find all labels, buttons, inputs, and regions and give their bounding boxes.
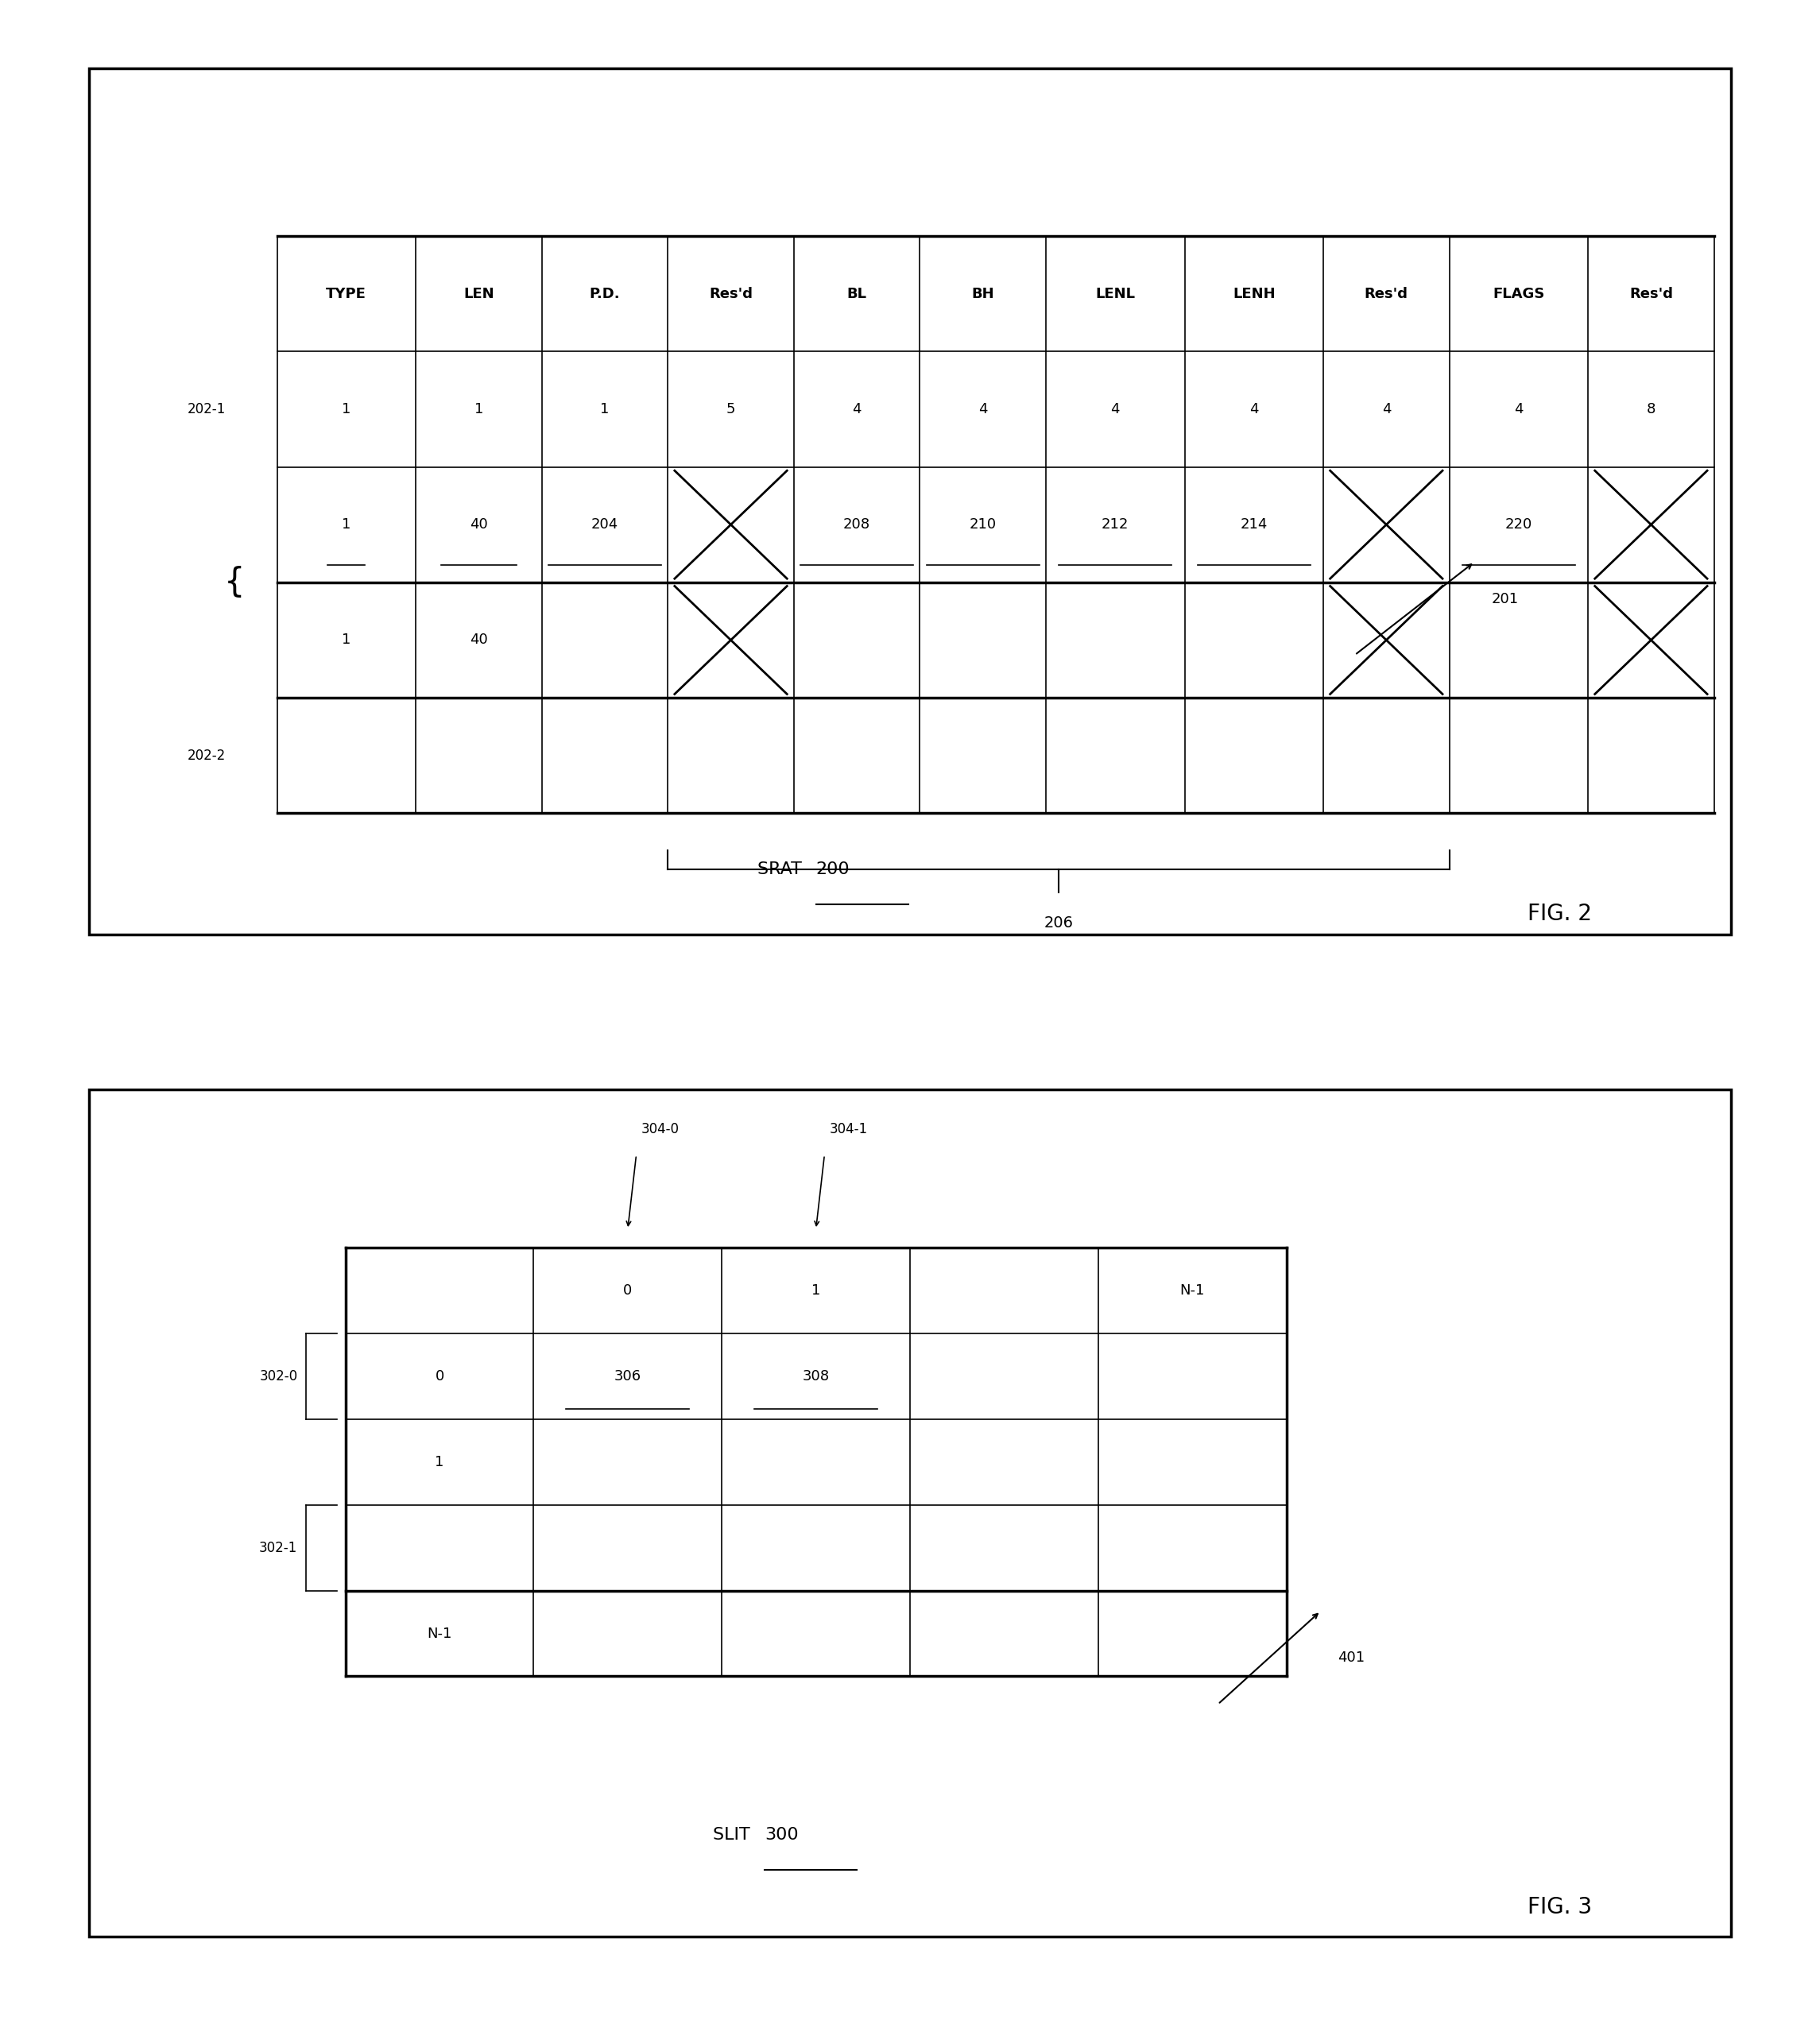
Text: 304-0: 304-0 bbox=[641, 1121, 679, 1135]
Text: 308: 308 bbox=[803, 1370, 830, 1384]
Text: {: { bbox=[224, 565, 244, 599]
Text: 208: 208 bbox=[843, 518, 870, 532]
Text: 210: 210 bbox=[970, 518, 997, 532]
Text: 202-1: 202-1 bbox=[187, 403, 226, 417]
Text: SRAT: SRAT bbox=[757, 860, 808, 876]
Text: BL: BL bbox=[846, 287, 866, 302]
Text: 201: 201 bbox=[1492, 591, 1520, 607]
Text: 5: 5 bbox=[726, 403, 735, 417]
Text: FLAGS: FLAGS bbox=[1492, 287, 1545, 302]
Text: BH: BH bbox=[972, 287, 994, 302]
Text: 302-1: 302-1 bbox=[258, 1540, 297, 1554]
Text: 4: 4 bbox=[1381, 403, 1390, 417]
Text: 1: 1 bbox=[475, 403, 484, 417]
Text: 204: 204 bbox=[592, 518, 619, 532]
Text: 1: 1 bbox=[342, 518, 351, 532]
Text: 304-1: 304-1 bbox=[830, 1121, 868, 1135]
Text: Res'd: Res'd bbox=[1365, 287, 1409, 302]
Text: 40: 40 bbox=[470, 634, 488, 648]
Text: FIG. 2: FIG. 2 bbox=[1529, 903, 1592, 925]
Text: N-1: N-1 bbox=[1179, 1283, 1205, 1297]
FancyBboxPatch shape bbox=[89, 69, 1731, 935]
Text: 200: 200 bbox=[815, 860, 850, 876]
Text: FIG. 3: FIG. 3 bbox=[1527, 1896, 1592, 1919]
Text: SLIT: SLIT bbox=[713, 1826, 755, 1842]
Text: N-1: N-1 bbox=[428, 1627, 451, 1641]
Text: 0: 0 bbox=[435, 1370, 444, 1384]
Text: 220: 220 bbox=[1505, 518, 1532, 532]
Text: Res'd: Res'd bbox=[710, 287, 753, 302]
Text: 8: 8 bbox=[1647, 403, 1656, 417]
Text: LENL: LENL bbox=[1096, 287, 1136, 302]
Text: LENH: LENH bbox=[1232, 287, 1276, 302]
Text: P.D.: P.D. bbox=[590, 287, 621, 302]
Text: 306: 306 bbox=[613, 1370, 641, 1384]
Text: 1: 1 bbox=[342, 403, 351, 417]
Text: 300: 300 bbox=[764, 1826, 799, 1842]
Text: 202-2: 202-2 bbox=[187, 749, 226, 763]
Text: 1: 1 bbox=[435, 1455, 444, 1469]
Text: 40: 40 bbox=[470, 518, 488, 532]
Text: 4: 4 bbox=[979, 403, 988, 417]
Text: 4: 4 bbox=[1249, 403, 1259, 417]
Text: Res'd: Res'd bbox=[1629, 287, 1673, 302]
Text: 1: 1 bbox=[342, 634, 351, 648]
Text: 302-0: 302-0 bbox=[258, 1370, 297, 1384]
Text: 4: 4 bbox=[1514, 403, 1523, 417]
Text: LEN: LEN bbox=[464, 287, 493, 302]
Text: 212: 212 bbox=[1101, 518, 1128, 532]
Text: 4: 4 bbox=[852, 403, 861, 417]
Text: TYPE: TYPE bbox=[326, 287, 366, 302]
Text: 0: 0 bbox=[622, 1283, 632, 1297]
Text: 1: 1 bbox=[601, 403, 610, 417]
Text: 401: 401 bbox=[1338, 1650, 1365, 1666]
Text: 4: 4 bbox=[1110, 403, 1119, 417]
FancyBboxPatch shape bbox=[89, 1089, 1731, 1937]
Text: 206: 206 bbox=[1045, 915, 1074, 931]
Text: 214: 214 bbox=[1239, 518, 1267, 532]
Text: 1: 1 bbox=[812, 1283, 821, 1297]
